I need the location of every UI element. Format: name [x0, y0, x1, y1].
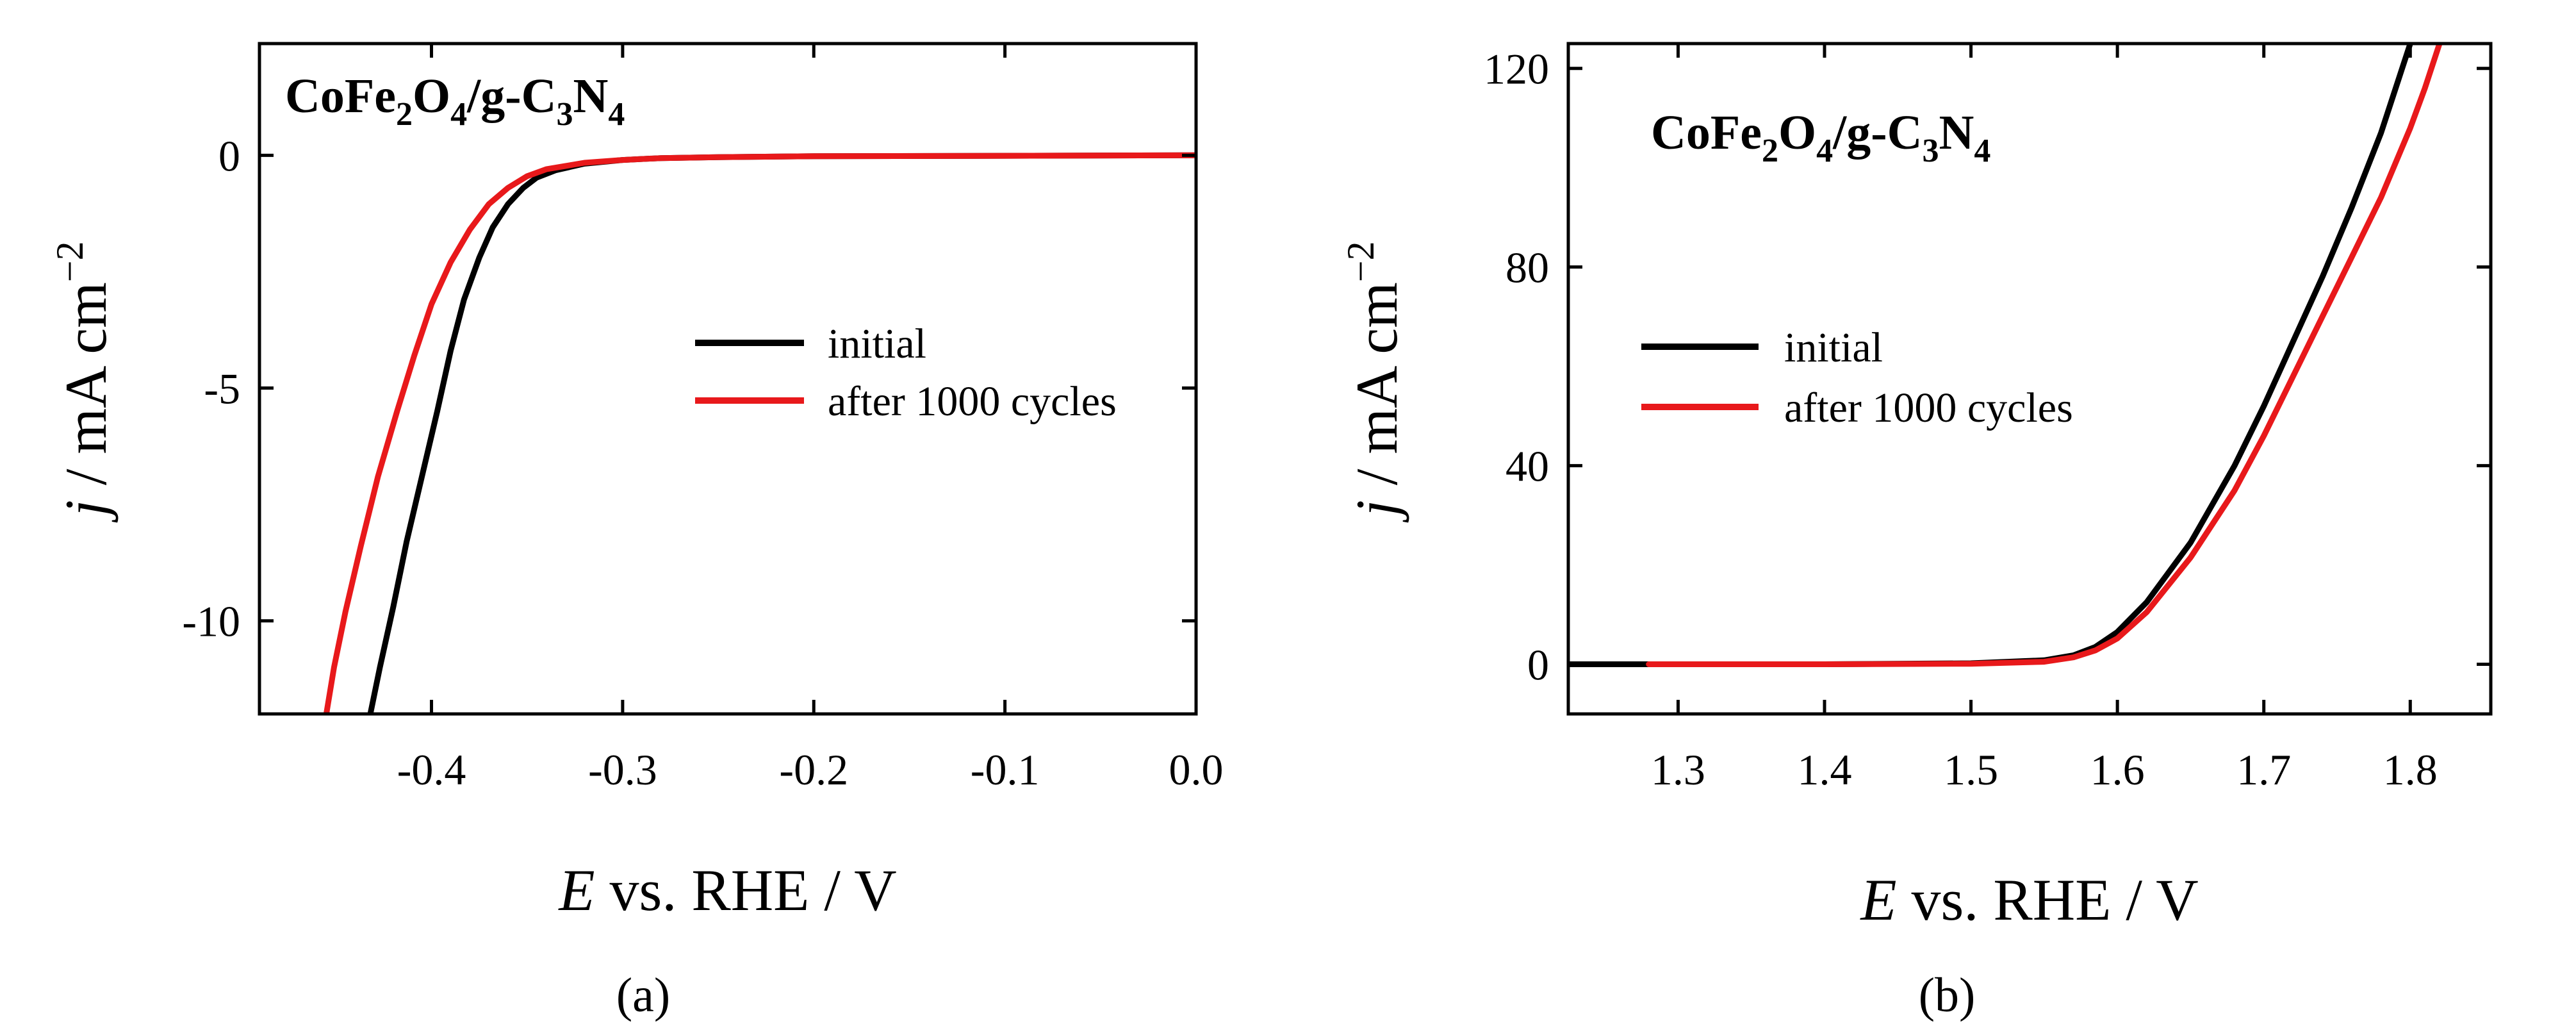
panel-a-x-tick-label: -0.2 [779, 745, 848, 794]
panel-a-y-axis-title: j / mA cm−2 [49, 241, 119, 522]
panel-a-caption: (a) [616, 968, 670, 1022]
panel-b-sample-label: CoFe2O4/g-C3N4 [1651, 106, 1990, 169]
panel-a-x-axis-title: E vs. RHE / V [557, 857, 896, 923]
panel-b-x-axis-title: E vs. RHE / V [1859, 867, 2198, 932]
panel-a-x-tick-label: -0.4 [397, 745, 466, 794]
panel-a-axes: -0.4 -0.3 -0.2 -0.1 0.0 0 -5 -10 [182, 44, 1224, 794]
panel-b-x-tick-label: 1.4 [1798, 745, 1852, 794]
panel-b-plot-area [1568, 44, 2443, 667]
panel-a-y-tick-label: -10 [182, 597, 240, 646]
panel-a-plot-area [323, 152, 1196, 714]
panel-a-legend-label-initial: initial [828, 320, 926, 367]
panel-b-legend-label-after: after 1000 cycles [1784, 385, 2073, 431]
panel-b-axes: 1.3 1.4 1.5 1.6 1.7 1.8 0 40 80 120 [1484, 44, 2491, 794]
panel-b-caption: (b) [1919, 968, 1976, 1022]
panel-b-y-tick-label: 40 [1505, 442, 1549, 491]
panel-b-x-tick-label: 1.5 [1944, 745, 1998, 794]
panel-b-x-tick-label: 1.8 [2383, 745, 2438, 794]
panel-b-x-tick-label: 1.7 [2236, 745, 2291, 794]
panel-a-x-tick-label: -0.3 [588, 745, 657, 794]
panel-b-legend-label-initial: initial [1784, 324, 1883, 371]
panel-a-series-after-1000-cycles [323, 152, 1196, 714]
panel-a-y-tick-label: -5 [204, 365, 240, 413]
panel-b-y-tick-label: 0 [1527, 641, 1549, 690]
panel-b-x-tick-label: 1.3 [1651, 745, 1705, 794]
panel-a-x-tick-label: -0.1 [971, 745, 1040, 794]
panel-b-chart: 1.3 1.4 1.5 1.6 1.7 1.8 0 40 80 120 CoFe2O4/g-C3N… [1340, 42, 2493, 1022]
panel-a-plot-frame [258, 42, 1198, 716]
panel-b-x-tick-label: 1.6 [2090, 745, 2145, 794]
panel-a-y-tick-label: 0 [218, 131, 240, 180]
panel-b-series-after-1000-cycles [1646, 44, 2443, 667]
panel-b-y-tick-label: 80 [1505, 244, 1549, 292]
panel-a-chart: -0.4 -0.3 -0.2 -0.1 0.0 0 -5 -10 CoFe2O4/g-C3N4… [49, 42, 1224, 1022]
panel-b-plot-frame [1566, 42, 2493, 716]
panel-a-x-tick-label: 0.0 [1169, 745, 1224, 794]
panel-b-y-axis-title: j / mA cm−2 [1340, 241, 1409, 522]
panel-a-legend: initial after 1000 cycles [695, 320, 1117, 425]
panel-a-legend-label-after: after 1000 cycles [828, 378, 1117, 425]
panel-a-series-initial [367, 152, 1196, 714]
panel-b-legend: initial after 1000 cycles [1641, 324, 2073, 431]
panel-b-y-tick-label: 120 [1484, 45, 1549, 94]
panel-a-sample-label: CoFe2O4/g-C3N4 [285, 69, 625, 133]
